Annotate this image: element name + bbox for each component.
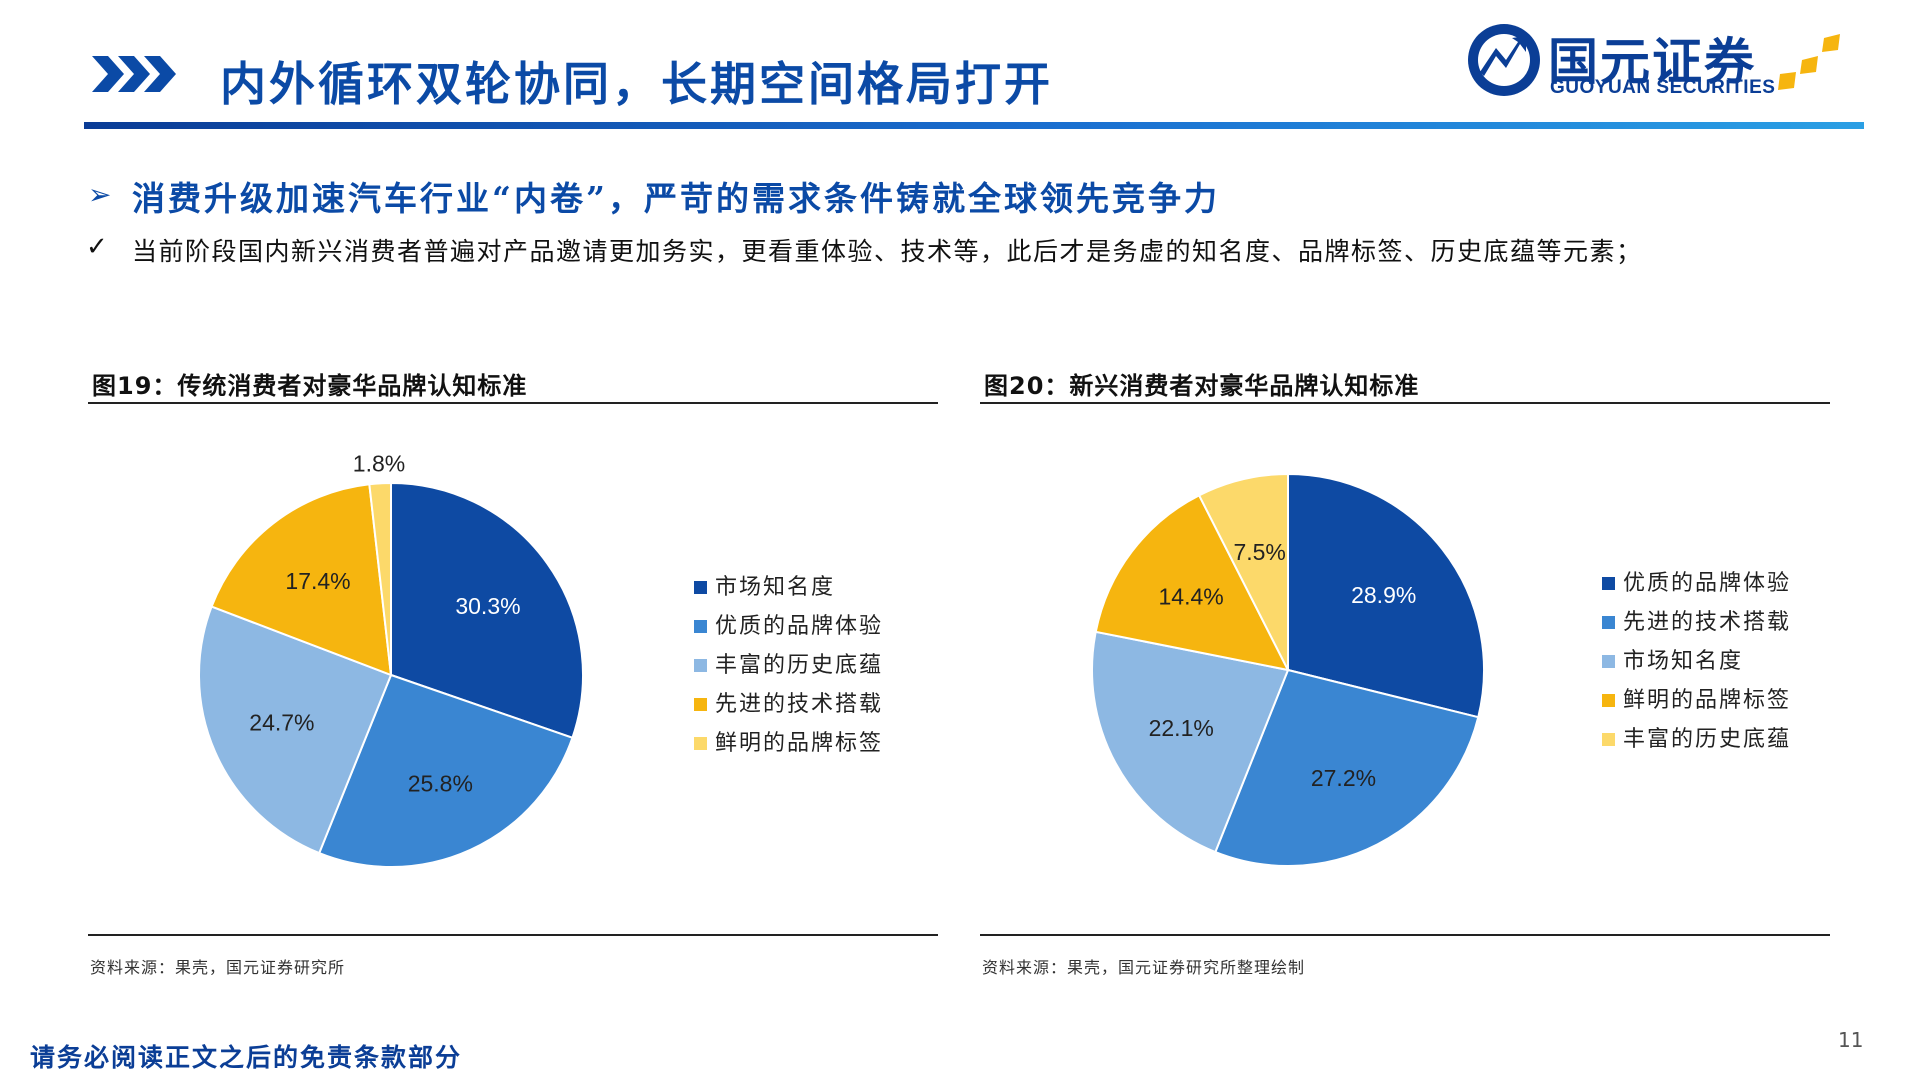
- pie-slice: [390, 481, 584, 740]
- pie-slice: [1214, 668, 1480, 867]
- pie-data-label: 24.7%: [249, 710, 314, 736]
- figure-19-pie-chart: 30.3% 市场知名度 25.8% 优质的品牌体验 24.7% 丰富的历史底蕴 17.4% 先…: [198, 450, 883, 868]
- pie-slice: [368, 481, 392, 676]
- legend-swatch: [694, 698, 707, 711]
- figure-19-top-rule: [88, 402, 938, 404]
- legend-label: 先进的技术搭载: [715, 692, 883, 717]
- pie-data-label: 30.3%: [455, 593, 520, 619]
- pie-data-label: 14.4%: [1159, 584, 1224, 610]
- legend-swatch: [694, 620, 707, 633]
- page-number: 11: [1838, 1028, 1864, 1052]
- legend-swatch: [1602, 694, 1615, 707]
- figure-19-source: 资料来源：果壳，国元证券研究所: [90, 958, 346, 977]
- legend-label: 丰富的历史底蕴: [715, 653, 883, 678]
- pie-data-label: 27.2%: [1311, 765, 1376, 791]
- legend-swatch: [694, 581, 707, 594]
- legend-label: 市场知名度: [1623, 649, 1743, 674]
- arrow-bullet-icon: ➢: [88, 178, 112, 211]
- pie-data-label: 17.4%: [285, 568, 350, 594]
- pie-slice: [198, 605, 393, 855]
- pie-slice: [210, 483, 393, 677]
- legend-label: 丰富的历史底蕴: [1623, 727, 1791, 752]
- pie-slice: [1094, 493, 1290, 672]
- legend-label: 先进的技术搭载: [1623, 610, 1791, 635]
- pie-data-label: 7.5%: [1233, 539, 1285, 565]
- legend-label: 市场知名度: [715, 575, 835, 600]
- figure-20-top-rule: [980, 402, 1830, 404]
- legend-swatch: [694, 659, 707, 672]
- legend-label: 优质的品牌体验: [715, 614, 883, 639]
- legend-swatch: [1602, 616, 1615, 629]
- pie-data-label: 25.8%: [408, 770, 473, 796]
- page-title: 内外循环双轮协同，长期空间格局打开: [220, 57, 1053, 111]
- figure-20-pie-chart: 28.9% 优质的品牌体验 27.2% 先进的技术搭载 22.1% 市场知名度 14.4% 鲜…: [1091, 472, 1791, 867]
- header-divider: [84, 122, 1864, 129]
- pie-data-label: 28.9%: [1351, 582, 1416, 608]
- chevrons-icon: [92, 56, 176, 92]
- figure-19-caption: 图19：传统消费者对豪华品牌认知标准: [92, 372, 528, 400]
- figure-19-bottom-rule: [88, 934, 938, 936]
- section-point: 当前阶段国内新兴消费者普遍对产品邀请更加务实，更看重体验、技术等，此后才是务虚的…: [132, 237, 1643, 266]
- pie-slice: [1091, 630, 1290, 854]
- pie-data-label: 1.8%: [353, 450, 405, 476]
- pie-slice: [317, 673, 574, 868]
- legend-label: 优质的品牌体验: [1623, 571, 1791, 596]
- figure-20-caption: 图20：新兴消费者对豪华品牌认知标准: [984, 372, 1420, 400]
- check-icon: ✓: [86, 232, 108, 262]
- legend-swatch: [1602, 655, 1615, 668]
- legend-swatch: [1602, 577, 1615, 590]
- legend-label: 鲜明的品牌标签: [715, 731, 883, 756]
- pie-slice: [1197, 472, 1289, 671]
- logo-english-name: GUOYUAN SECURITIES: [1550, 77, 1776, 98]
- pie-slice: [1287, 472, 1485, 719]
- section-heading: 消费升级加速汽车行业“内卷”，严苛的需求条件铸就全球领先竞争力: [132, 179, 1220, 218]
- logo-chinese-name: 国元证券: [1548, 33, 1756, 91]
- disclaimer: 请务必阅读正文之后的免责条款部分: [30, 1043, 463, 1072]
- figure-20-bottom-rule: [980, 934, 1830, 936]
- legend-swatch: [694, 737, 707, 750]
- legend-label: 鲜明的品牌标签: [1623, 688, 1791, 713]
- legend-swatch: [1602, 733, 1615, 746]
- figure-20-source: 资料来源：果壳，国元证券研究所整理绘制: [982, 958, 1306, 977]
- pie-data-label: 22.1%: [1149, 715, 1214, 741]
- guoyuan-logo-icon: [1468, 24, 1840, 96]
